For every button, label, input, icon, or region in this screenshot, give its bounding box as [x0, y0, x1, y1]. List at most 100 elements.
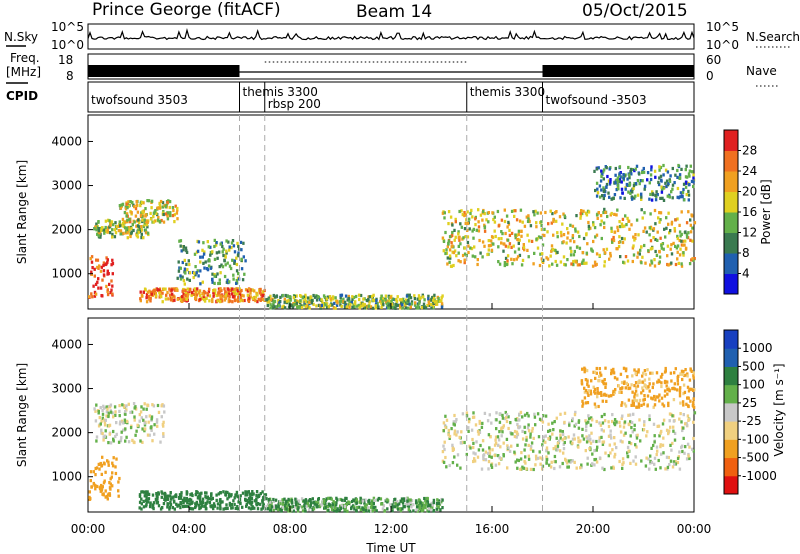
echo-cell — [173, 507, 176, 511]
echo-cell — [176, 276, 179, 280]
echo-cell — [607, 424, 611, 429]
echo-cell — [173, 213, 176, 217]
echo-cell — [538, 417, 542, 421]
echo-cell — [382, 504, 385, 508]
echo-cell — [179, 501, 182, 505]
echo-cell — [466, 240, 470, 245]
echo-cell — [684, 445, 687, 449]
echo-cell — [211, 272, 214, 276]
echo-cell — [573, 437, 576, 441]
echo-cell — [171, 299, 175, 303]
echo-cell — [583, 261, 586, 265]
echo-cell — [115, 432, 118, 436]
echo-cell — [358, 505, 361, 509]
echo-cell — [467, 244, 470, 248]
echo-cell — [627, 413, 630, 417]
echo-cell — [251, 296, 255, 300]
echo-cell — [111, 461, 114, 465]
echo-cell — [212, 294, 215, 298]
echo-cell — [626, 177, 629, 181]
echo-cell — [372, 293, 375, 297]
echo-cell — [237, 253, 240, 257]
echo-cell — [208, 259, 211, 263]
echo-cell — [215, 293, 218, 298]
echo-cell — [638, 418, 641, 422]
echo-cell — [445, 248, 448, 252]
echo-cell — [548, 428, 552, 433]
echo-cell — [476, 258, 479, 262]
echo-cell — [118, 409, 121, 413]
echo-cell — [195, 293, 199, 297]
echo-cell — [235, 279, 238, 283]
echo-cell — [613, 230, 617, 234]
echo-cell — [141, 427, 144, 431]
echo-cell — [100, 428, 103, 432]
echo-cell — [505, 262, 509, 267]
echo-cell — [180, 494, 183, 498]
echo-cell — [269, 298, 273, 302]
echo-cell — [640, 192, 643, 196]
echo-cell — [170, 292, 174, 296]
echo-cell — [224, 506, 227, 511]
echo-cell — [597, 404, 600, 409]
echo-cell — [511, 262, 514, 266]
echo-cell — [645, 434, 648, 438]
echo-cell — [642, 170, 646, 174]
echo-cell — [642, 398, 645, 402]
echo-cell — [617, 384, 620, 388]
echo-cell — [347, 296, 350, 301]
echo-cell — [455, 433, 458, 437]
echo-cell — [631, 374, 634, 378]
echo-cell — [624, 404, 628, 408]
echo-cell — [158, 291, 161, 295]
echo-cell — [631, 430, 634, 434]
echo-cell — [113, 228, 117, 232]
echo-cell — [658, 380, 661, 384]
echo-cell — [625, 367, 628, 371]
echo-cell — [179, 277, 183, 281]
echo-cell — [623, 196, 626, 200]
echo-cell — [673, 181, 676, 185]
echo-cell — [613, 212, 616, 216]
echo-cell — [219, 300, 222, 304]
echo-cell — [90, 260, 94, 264]
echo-cell — [583, 396, 587, 400]
echo-cell — [407, 500, 410, 504]
echo-cell — [152, 404, 156, 408]
echo-cell — [450, 427, 453, 431]
echo-cell — [620, 401, 624, 405]
echo-cell — [194, 293, 197, 297]
echo-cell — [490, 421, 493, 425]
echo-cell — [233, 496, 236, 500]
echo-cell — [146, 199, 149, 203]
echo-cell — [374, 306, 378, 310]
echo-cell — [232, 499, 235, 503]
echo-cell — [531, 429, 534, 433]
echo-cell — [355, 304, 359, 308]
echo-cell — [618, 172, 621, 176]
echo-cell — [231, 300, 234, 304]
echo-cell — [132, 402, 136, 406]
echo-cell — [97, 227, 100, 231]
echo-cell — [199, 269, 202, 273]
colorbar-tick-label: -100 — [742, 432, 769, 446]
echo-cell — [388, 303, 391, 307]
echo-cell — [649, 192, 652, 196]
echo-cell — [683, 390, 687, 394]
echo-cell — [169, 501, 172, 505]
echo-cell — [154, 497, 158, 501]
echo-cell — [397, 507, 400, 511]
echo-cell — [260, 297, 263, 301]
echo-cell — [630, 426, 633, 430]
echo-cell — [99, 233, 102, 237]
echo-cell — [171, 214, 175, 218]
echo-cell — [118, 220, 121, 224]
echo-cell — [140, 507, 143, 511]
echo-cell — [381, 296, 384, 300]
echo-cell — [483, 223, 486, 227]
echo-cell — [532, 449, 535, 453]
echo-cell — [233, 250, 237, 254]
echo-cell — [692, 449, 695, 453]
echo-cell — [401, 306, 405, 310]
echo-cell — [653, 434, 656, 438]
